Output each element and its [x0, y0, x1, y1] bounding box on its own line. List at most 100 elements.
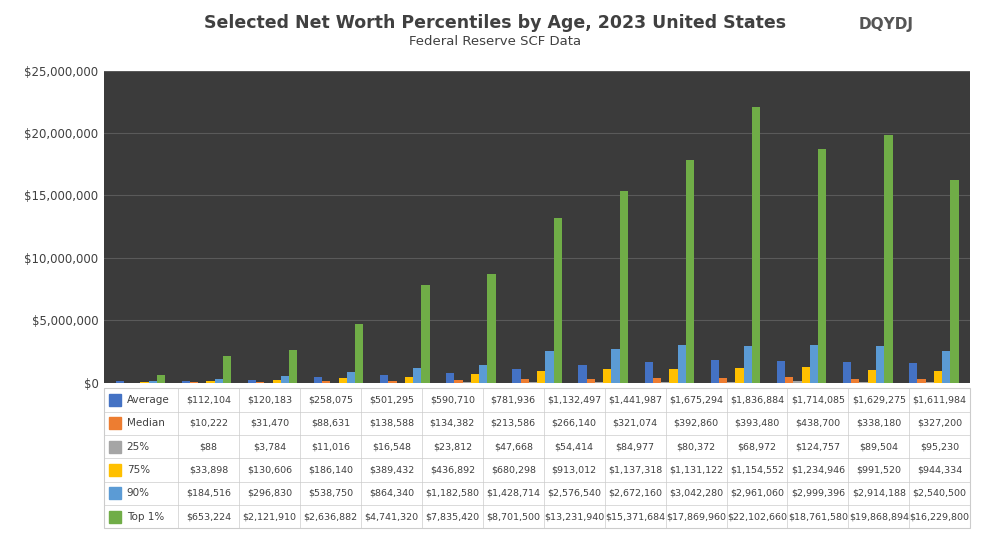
Text: $68,972: $68,972	[738, 442, 776, 451]
Text: $321,074: $321,074	[613, 419, 657, 428]
Text: $436,892: $436,892	[430, 465, 475, 475]
Text: $8,701,500: $8,701,500	[486, 512, 541, 521]
Bar	[215, 379, 223, 383]
Text: $17,869,960: $17,869,960	[666, 512, 726, 521]
Bar	[537, 371, 545, 383]
Text: $134,382: $134,382	[430, 419, 475, 428]
Text: $2,672,160: $2,672,160	[608, 489, 662, 498]
Bar	[934, 371, 942, 383]
Text: $3,042,280: $3,042,280	[669, 489, 723, 498]
Bar	[711, 360, 719, 383]
Text: $389,432: $389,432	[369, 465, 414, 475]
Text: $338,180: $338,180	[856, 419, 902, 428]
Bar	[793, 381, 802, 383]
Bar	[346, 372, 355, 383]
Bar	[587, 379, 595, 383]
Text: $2,540,500: $2,540,500	[913, 489, 967, 498]
Bar	[256, 382, 264, 383]
Text: Median: Median	[127, 418, 164, 428]
Bar	[454, 380, 462, 383]
Text: $184,516: $184,516	[186, 489, 231, 498]
Text: $124,757: $124,757	[795, 442, 841, 451]
Bar	[851, 378, 859, 383]
Bar	[405, 377, 413, 383]
Text: $15,371,684: $15,371,684	[605, 512, 665, 521]
Text: $1,137,318: $1,137,318	[608, 465, 662, 475]
Text: $80,372: $80,372	[676, 442, 716, 451]
Text: $33,898: $33,898	[189, 465, 229, 475]
Bar	[842, 363, 851, 383]
Bar	[669, 369, 677, 383]
Text: $2,576,540: $2,576,540	[547, 489, 601, 498]
Text: $1,234,946: $1,234,946	[791, 465, 844, 475]
Bar	[918, 378, 926, 383]
Bar	[248, 380, 256, 383]
Text: $680,298: $680,298	[491, 465, 536, 475]
Text: $393,480: $393,480	[735, 419, 779, 428]
Text: $84,977: $84,977	[616, 442, 654, 451]
Text: $296,830: $296,830	[248, 489, 292, 498]
Text: $4,741,320: $4,741,320	[364, 512, 419, 521]
Text: $47,668: $47,668	[494, 442, 533, 451]
Bar	[512, 369, 521, 383]
Bar	[728, 382, 736, 383]
Text: $1,629,275: $1,629,275	[851, 395, 906, 405]
Bar	[736, 368, 743, 383]
Text: $3,784: $3,784	[253, 442, 286, 451]
Text: $1,714,085: $1,714,085	[791, 395, 844, 405]
Text: $54,414: $54,414	[554, 442, 594, 451]
Text: $1,428,714: $1,428,714	[486, 489, 541, 498]
Bar	[612, 350, 620, 383]
Text: $266,140: $266,140	[551, 419, 597, 428]
Bar	[487, 274, 496, 383]
Text: $327,200: $327,200	[917, 419, 962, 428]
Bar	[595, 382, 603, 383]
Bar	[116, 381, 124, 383]
Text: $501,295: $501,295	[369, 395, 414, 405]
Bar	[223, 356, 232, 383]
Bar	[884, 135, 893, 383]
Bar	[529, 382, 537, 383]
Text: $1,131,122: $1,131,122	[669, 465, 723, 475]
Text: $2,121,910: $2,121,910	[243, 512, 297, 521]
Text: $991,520: $991,520	[856, 465, 901, 475]
Bar	[545, 351, 553, 383]
Text: 25%: 25%	[127, 441, 149, 452]
Bar	[339, 378, 346, 383]
Text: Selected Net Worth Percentiles by Age, 2023 United States: Selected Net Worth Percentiles by Age, 2…	[204, 14, 786, 31]
Bar	[644, 362, 652, 383]
Text: $538,750: $538,750	[308, 489, 353, 498]
Bar	[471, 374, 479, 383]
Bar	[752, 107, 760, 383]
Bar	[181, 381, 190, 383]
Bar	[322, 381, 331, 383]
Text: $1,132,497: $1,132,497	[547, 395, 601, 405]
Text: DQYDJ: DQYDJ	[858, 17, 914, 32]
Text: $438,700: $438,700	[795, 419, 841, 428]
Text: $31,470: $31,470	[250, 419, 289, 428]
Text: $1,675,294: $1,675,294	[669, 395, 723, 405]
Text: $864,340: $864,340	[369, 489, 414, 498]
Text: $7,835,420: $7,835,420	[426, 512, 479, 521]
Bar	[652, 378, 661, 383]
Text: $120,183: $120,183	[248, 395, 292, 405]
Bar	[802, 368, 810, 383]
Bar	[909, 363, 918, 383]
Text: $1,611,984: $1,611,984	[913, 395, 967, 405]
Text: $112,104: $112,104	[186, 395, 231, 405]
Text: $10,222: $10,222	[189, 419, 228, 428]
Bar	[603, 369, 612, 383]
Bar	[818, 148, 827, 383]
Bar	[620, 191, 628, 383]
Bar	[281, 376, 289, 383]
Text: $213,586: $213,586	[491, 419, 536, 428]
Bar	[413, 368, 422, 383]
Text: $88: $88	[200, 442, 218, 451]
Text: $88,631: $88,631	[311, 419, 350, 428]
Bar	[578, 365, 587, 383]
Text: $11,016: $11,016	[311, 442, 350, 451]
Text: $19,868,894: $19,868,894	[848, 512, 909, 521]
Bar	[388, 381, 397, 383]
Bar	[355, 324, 363, 383]
Text: Average: Average	[127, 395, 169, 405]
